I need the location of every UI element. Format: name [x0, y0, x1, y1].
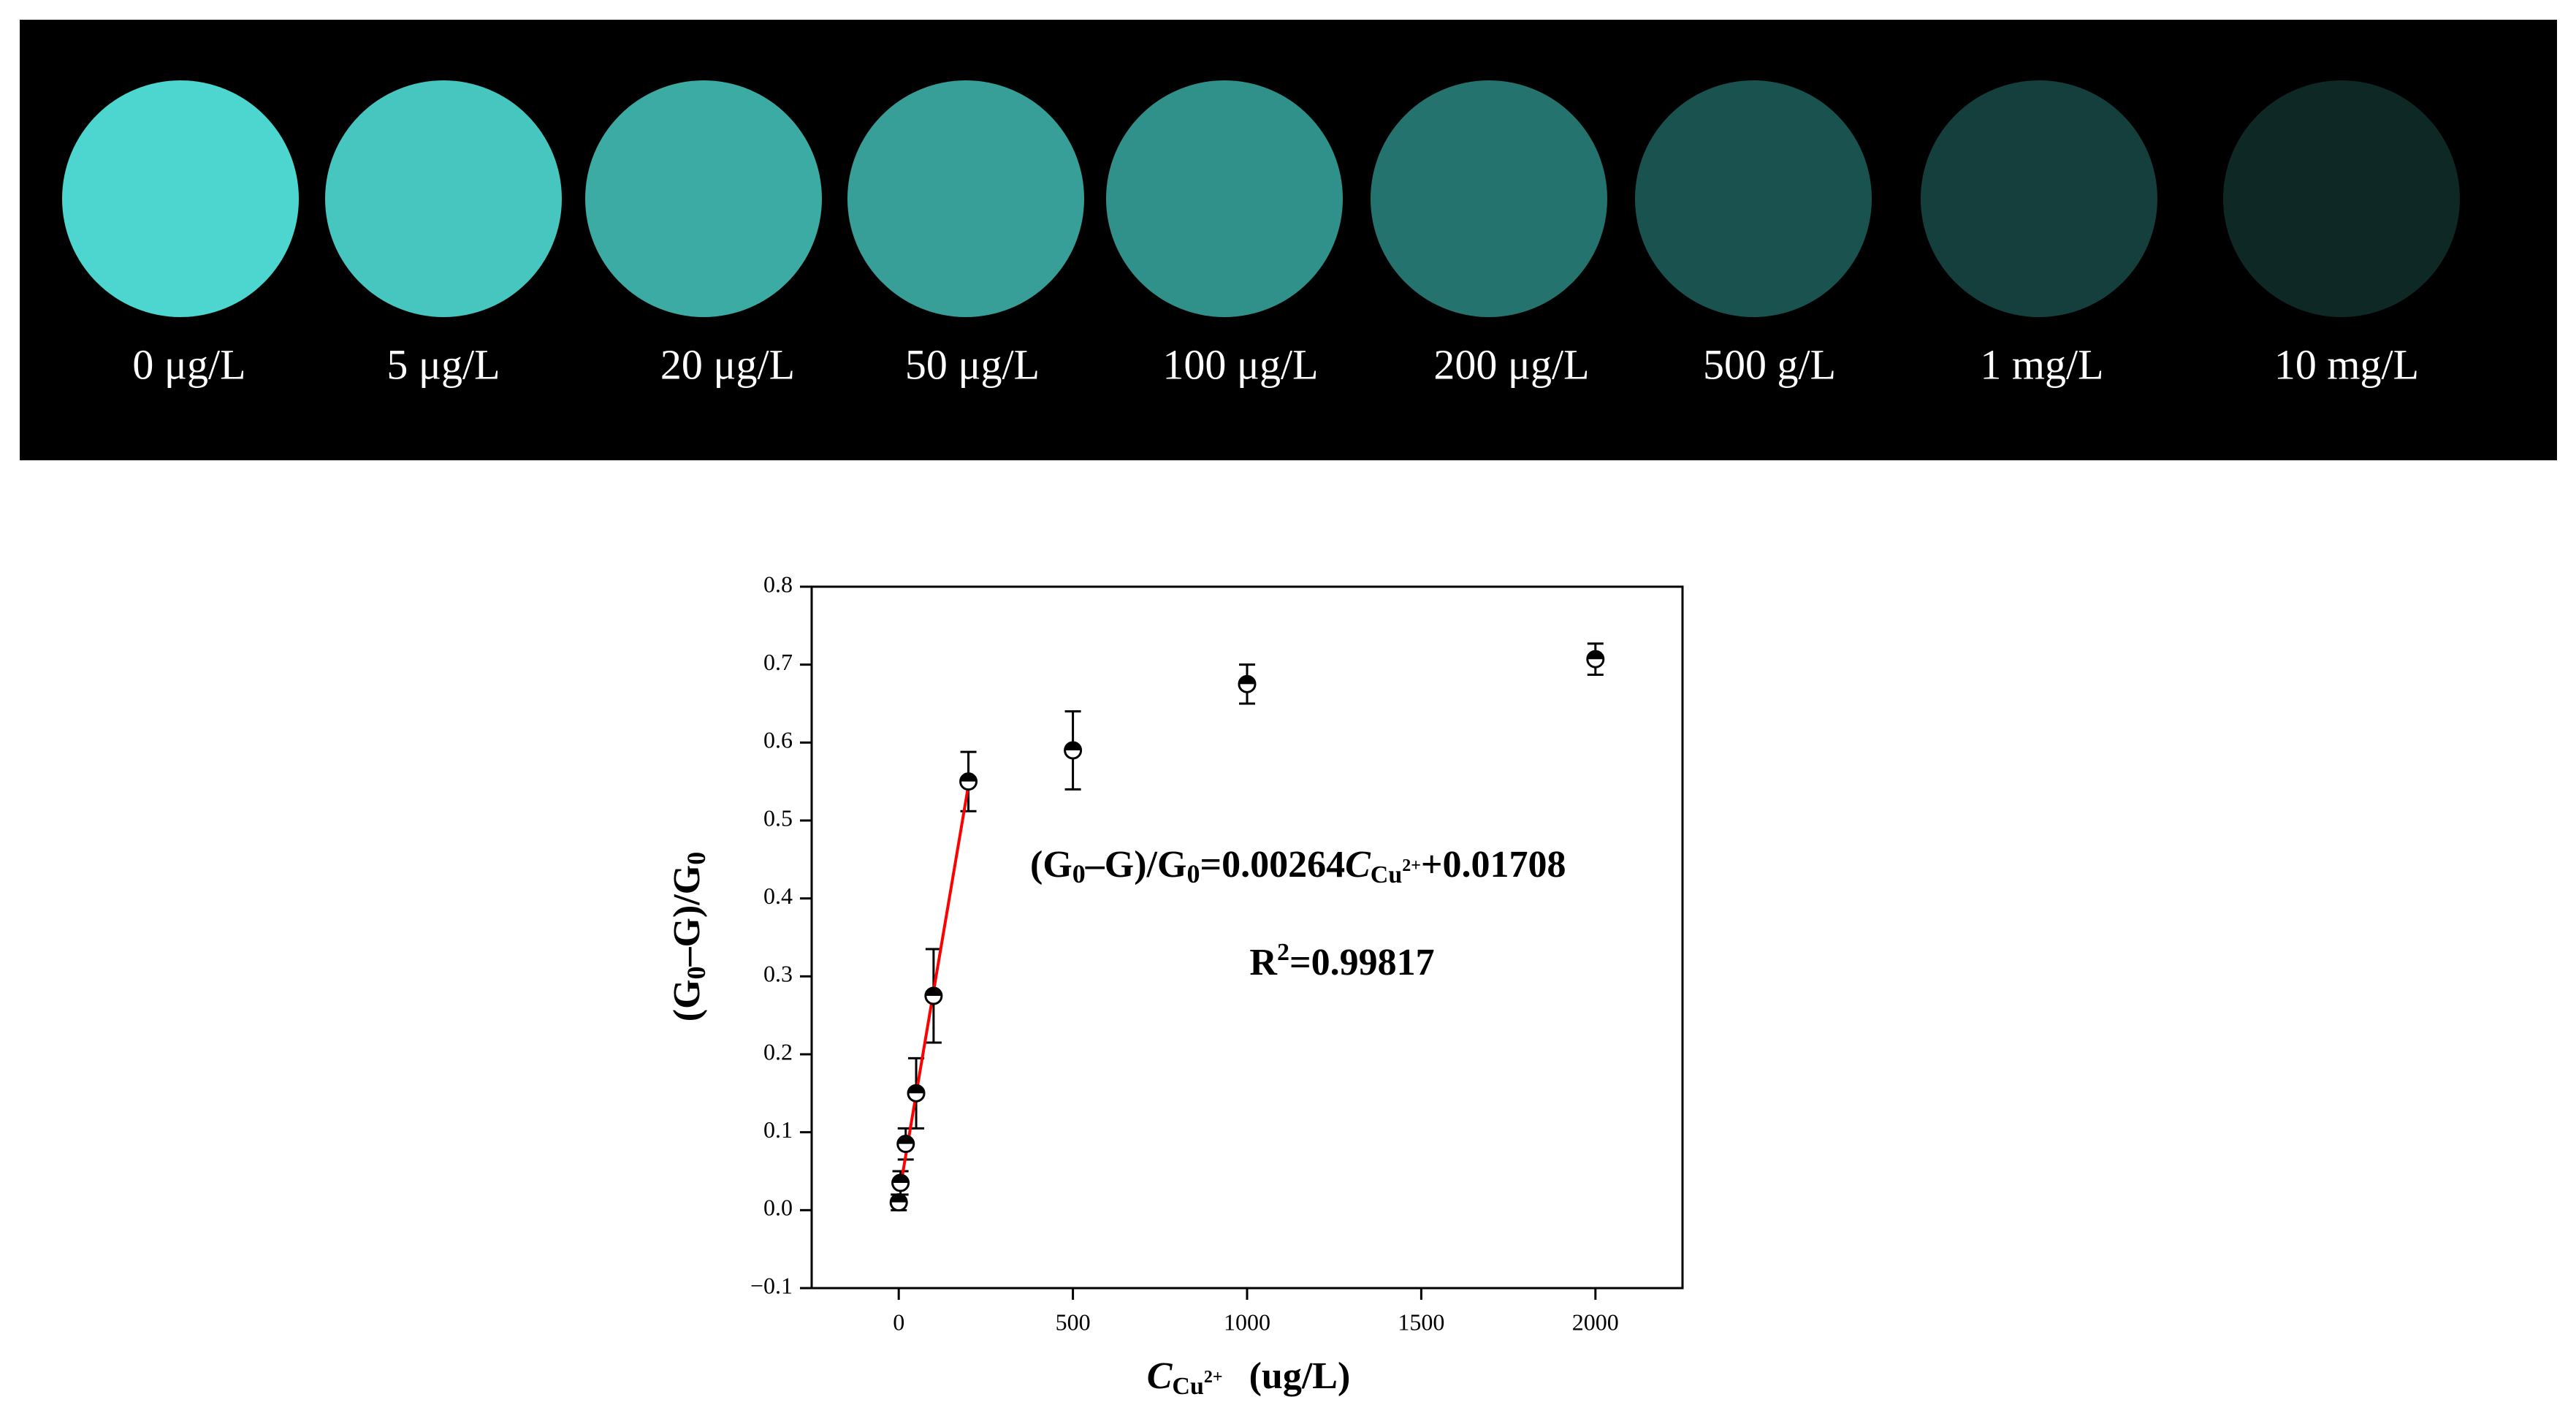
x-tick-label: 1500: [1398, 1309, 1444, 1335]
marker-half: [891, 1194, 907, 1203]
sample-disk: [1371, 80, 1607, 317]
sample-label: 1 mg/L: [1980, 340, 2103, 388]
y-tick-label: 0.1: [763, 1116, 793, 1143]
sample-disk: [1106, 80, 1343, 317]
equation-part: 0: [1072, 859, 1086, 888]
x-label-part: C: [1147, 1355, 1173, 1397]
sample-label: 500 g/L: [1703, 340, 1836, 388]
sample-disk: [325, 80, 562, 317]
marker-half: [960, 773, 977, 782]
sample-disk: [585, 80, 822, 317]
y-tick-label: −0.1: [750, 1272, 793, 1298]
r-squared-part: =0.99817: [1289, 942, 1435, 983]
x-tick-label: 1000: [1224, 1309, 1270, 1335]
equation-part: Cu: [1371, 861, 1402, 888]
x-label-part: (ug/L): [1249, 1355, 1351, 1397]
y-tick-label: 0.4: [763, 883, 793, 909]
equation: (G0–G)/G0=0.00264CCu2++0.01708: [1030, 844, 1566, 888]
sample-label: 0 μg/L: [132, 340, 245, 388]
y-label-part: –G)/G: [666, 865, 708, 967]
sample-disk: [2223, 80, 2460, 317]
fit-line: [900, 785, 970, 1177]
equation-part: +0.01708: [1421, 844, 1566, 886]
marker-half: [925, 988, 942, 996]
x-axis-label: CCu2+ (ug/L): [1147, 1355, 1351, 1400]
y-tick-label: 0.0: [763, 1195, 793, 1221]
x-label-part: Cu: [1172, 1373, 1203, 1400]
sample-label: 10 mg/L: [2274, 340, 2419, 388]
r-squared-part: R: [1249, 942, 1278, 983]
marker-half: [897, 1135, 914, 1144]
sample-label: 200 μg/L: [1433, 340, 1589, 388]
marker-half: [892, 1175, 909, 1183]
r-squared: R2=0.99817: [1249, 939, 1434, 983]
photo: 0 μg/L 5 μg/L 20 μg/L 50 μg/L 100 μg/L 200 μg…: [62, 80, 2460, 388]
marker-half: [1239, 676, 1255, 685]
sample-label: 20 μg/L: [660, 340, 795, 388]
equation-part: –G)/G: [1085, 844, 1187, 886]
equation-part: 2+: [1402, 856, 1421, 875]
sample-label: 50 μg/L: [905, 340, 1040, 388]
r-squared-part: 2: [1277, 939, 1289, 966]
sample-disk: [847, 80, 1084, 317]
y-tick-label: 0.3: [763, 961, 793, 987]
marker-half: [908, 1085, 925, 1094]
y-tick-label: 0.7: [763, 649, 793, 675]
x-tick-label: 0: [893, 1309, 904, 1335]
y-axis-label: (G0–G)/G0: [666, 852, 711, 1021]
y-label-part: 0: [682, 852, 711, 865]
sample-disk: [1635, 80, 1872, 317]
y-label-part: (G: [666, 979, 708, 1021]
equation-part: 0: [1186, 859, 1200, 888]
y-tick-label: 0.6: [763, 727, 793, 753]
y-label-part: 0: [682, 966, 711, 979]
equation-part: C: [1345, 844, 1371, 886]
plot: −0.1 0.0 0.1 0.2 0.3 0.4 0.5 0.6 0.7 0.8 0 500 1000 1…: [750, 571, 1619, 1335]
y-tick-label: 0.5: [763, 804, 793, 831]
x-label-part: 2+: [1204, 1368, 1223, 1387]
y-tick-label: 0.2: [763, 1038, 793, 1065]
sample-label: 100 μg/L: [1162, 340, 1318, 388]
equation-part: =0.00264: [1200, 844, 1345, 886]
sample-disk: [62, 80, 299, 317]
sample-disk: [1921, 80, 2157, 317]
x-tick-label: 2000: [1572, 1309, 1619, 1335]
marker-half: [1064, 742, 1081, 750]
y-tick-label: 0.8: [763, 571, 793, 597]
marker-half: [1587, 651, 1604, 660]
sample-label: 5 μg/L: [386, 340, 500, 388]
equation-part: (G: [1030, 844, 1072, 886]
x-tick-label: 500: [1056, 1309, 1091, 1335]
